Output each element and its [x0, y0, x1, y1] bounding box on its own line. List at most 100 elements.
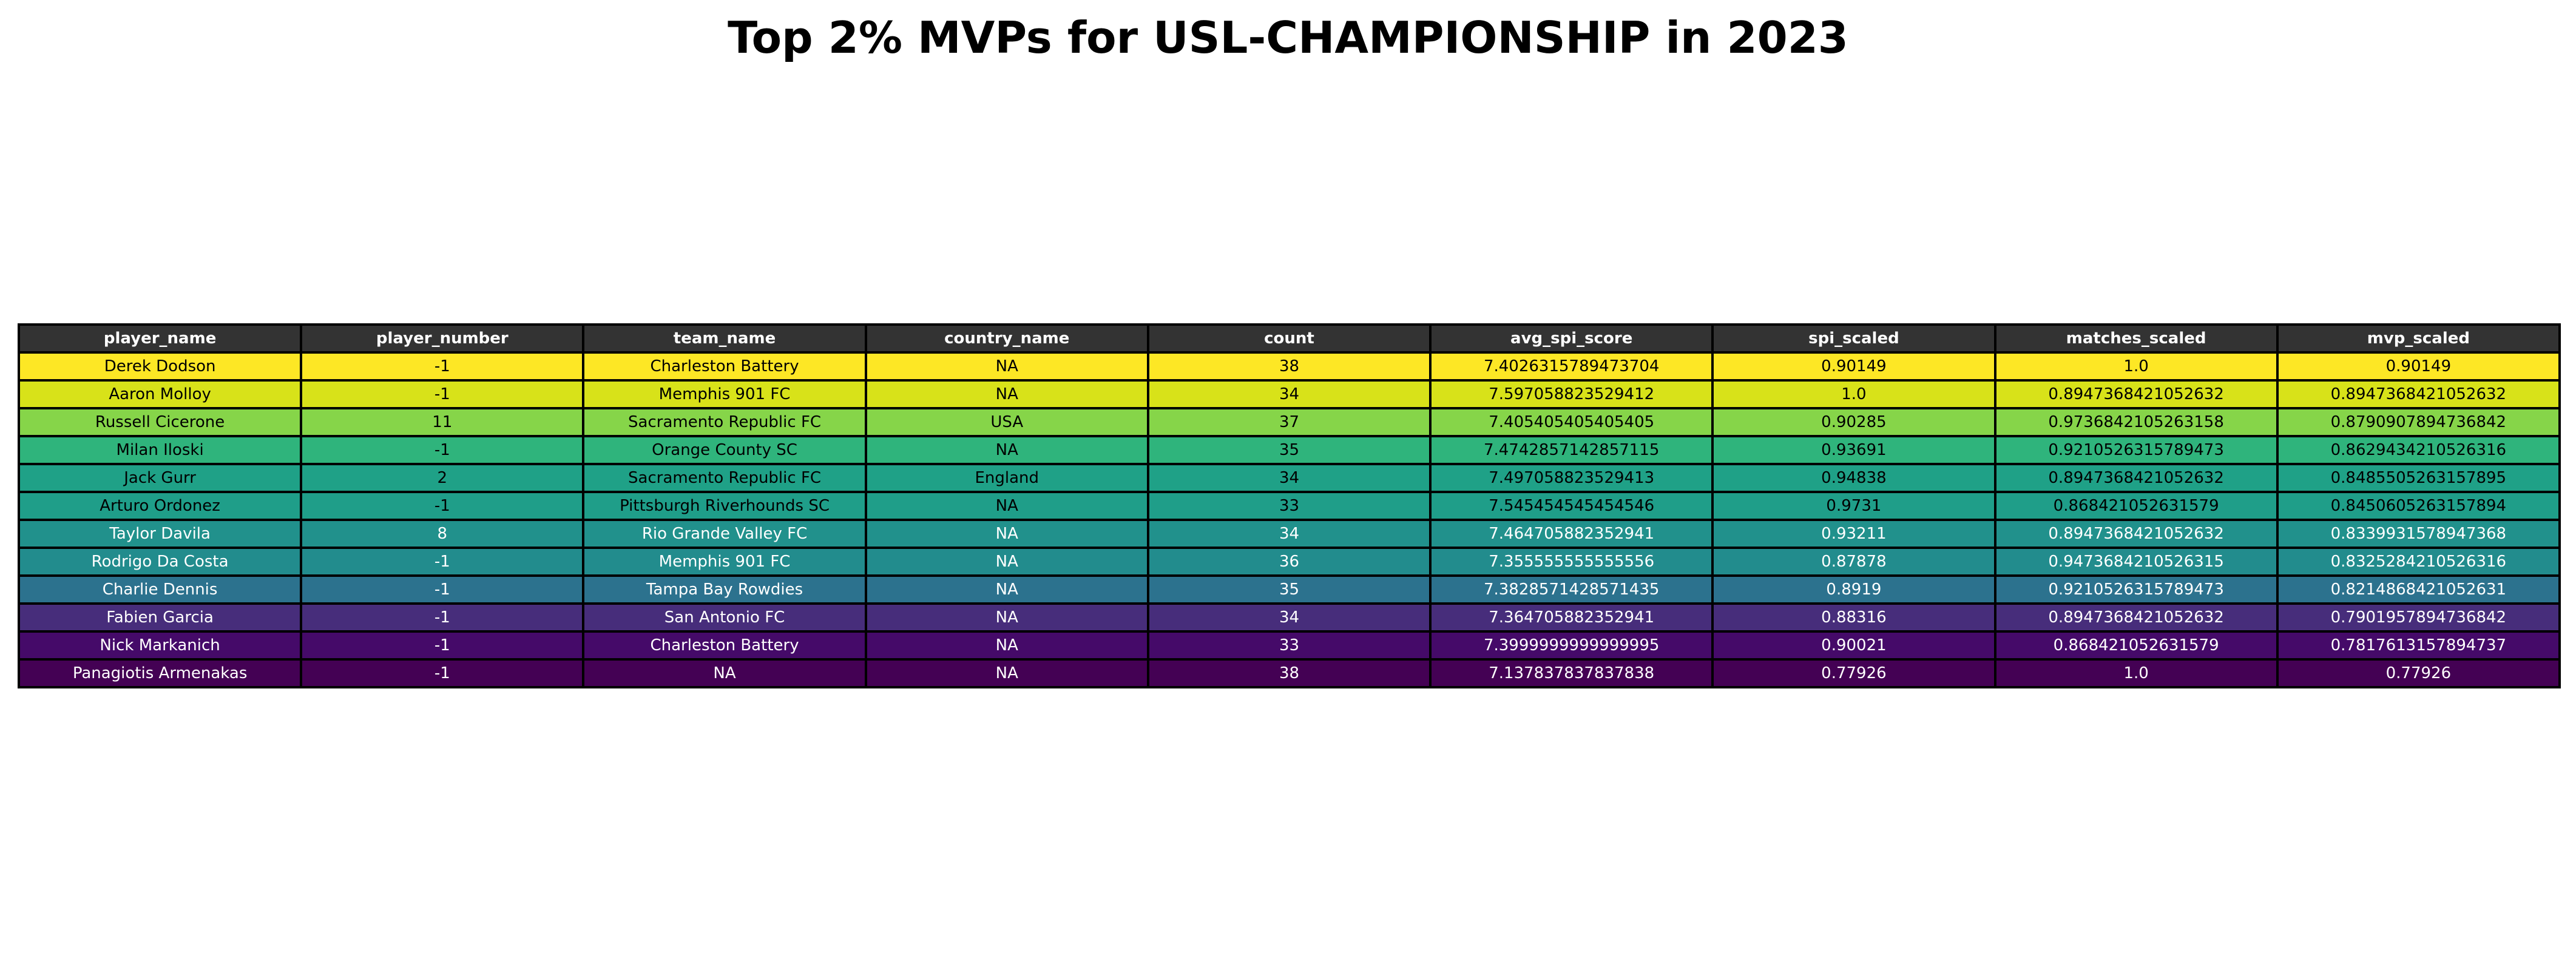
table-cell-matches-scaled: 0.9210526315789473: [1993, 435, 2279, 465]
table-cell-avg-spi-score: 7.545454545454546: [1429, 491, 1714, 521]
table-cell-matches-scaled: 0.9736842105263158: [1993, 407, 2279, 437]
table-cell-avg-spi-score: 7.464705882352941: [1429, 519, 1714, 549]
table-cell-spi-scaled: 0.94838: [1711, 463, 1996, 493]
table-cell-player-name: Milan Iloski: [17, 435, 303, 465]
table-cell-country-name: NA: [864, 630, 1149, 661]
table-row: Arturo Ordonez -1 Pittsburgh Riverhounds S…: [17, 491, 2561, 521]
table-cell-team-name: Memphis 901 FC: [582, 379, 867, 409]
table-cell-country-name: NA: [864, 491, 1149, 521]
table-cell-spi-scaled: 0.90285: [1711, 407, 1996, 437]
column-header-country-name: country_name: [864, 323, 1149, 354]
table-cell-spi-scaled: 0.87878: [1711, 547, 1996, 577]
table-cell-matches-scaled: 0.868421052631579: [1993, 630, 2279, 661]
table-cell-player-number: 11: [300, 407, 585, 437]
table-cell-avg-spi-score: 7.137837837837838: [1429, 658, 1714, 688]
table-row: Derek Dodson -1 Charleston Battery NA 38 7.40…: [17, 351, 2561, 382]
table-cell-player-number: -1: [300, 491, 585, 521]
table-cell-mvp-scaled: 0.8947368421052632: [2276, 379, 2561, 409]
table-cell-avg-spi-score: 7.597058823529412: [1429, 379, 1714, 409]
table-cell-team-name: San Antonio FC: [582, 602, 867, 633]
table-cell-player-name: Arturo Ordonez: [17, 491, 303, 521]
table-cell-count: 37: [1146, 407, 1432, 437]
table-cell-matches-scaled: 0.8947368421052632: [1993, 463, 2279, 493]
table-cell-spi-scaled: 0.88316: [1711, 602, 1996, 633]
table-cell-mvp-scaled: 0.8325284210526316: [2276, 547, 2561, 577]
table-cell-count: 33: [1146, 630, 1432, 661]
table-cell-avg-spi-score: 7.364705882352941: [1429, 602, 1714, 633]
column-header-player-number: player_number: [300, 323, 585, 354]
table-cell-mvp-scaled: 0.77926: [2276, 658, 2561, 688]
table-cell-count: 34: [1146, 379, 1432, 409]
table-cell-team-name: NA: [582, 658, 867, 688]
table-cell-avg-spi-score: 7.405405405405405: [1429, 407, 1714, 437]
chart-title: Top 2% MVPs for USL-CHAMPIONSHIP in 2023: [728, 12, 1848, 63]
header-row: player_name player_number team_name country…: [17, 323, 2561, 354]
mvp-table: player_name player_number team_name country…: [17, 323, 2561, 688]
table-cell-matches-scaled: 0.9473684210526315: [1993, 547, 2279, 577]
table-cell-mvp-scaled: 0.8485505263157895: [2276, 463, 2561, 493]
table-cell-player-name: Rodrigo Da Costa: [17, 547, 303, 577]
table-row: Taylor Davila 8 Rio Grande Valley FC NA 34 7.…: [17, 519, 2561, 549]
table-cell-count: 34: [1146, 602, 1432, 633]
table-header: player_name player_number team_name country…: [17, 323, 2561, 354]
table-row: Aaron Molloy -1 Memphis 901 FC NA 34 7.597058…: [17, 379, 2561, 409]
table-cell-country-name: NA: [864, 435, 1149, 465]
table-row: Milan Iloski -1 Orange County SC NA 35 7.4742…: [17, 435, 2561, 465]
table-cell-avg-spi-score: 7.4742857142857115: [1429, 435, 1714, 465]
table-cell-player-number: -1: [300, 658, 585, 688]
table-cell-spi-scaled: 0.8919: [1711, 574, 1996, 605]
table-cell-player-number: -1: [300, 574, 585, 605]
table-row: Rodrigo Da Costa -1 Memphis 901 FC NA 36 7.35…: [17, 547, 2561, 577]
column-header-player-name: player_name: [17, 323, 303, 354]
table-row: Nick Markanich -1 Charleston Battery NA 33 7.…: [17, 630, 2561, 661]
table-cell-matches-scaled: 1.0: [1993, 351, 2279, 382]
table-row: Jack Gurr 2 Sacramento Republic FC England 3…: [17, 463, 2561, 493]
table-cell-avg-spi-score: 7.3999999999999995: [1429, 630, 1714, 661]
table-cell-player-name: Derek Dodson: [17, 351, 303, 382]
table-cell-avg-spi-score: 7.4026315789473704: [1429, 351, 1714, 382]
table-body: Derek Dodson -1 Charleston Battery NA 38 7.40…: [17, 351, 2561, 688]
table-cell-country-name: NA: [864, 574, 1149, 605]
table-row: Charlie Dennis -1 Tampa Bay Rowdies NA 35 7.3…: [17, 574, 2561, 605]
table-cell-player-name: Nick Markanich: [17, 630, 303, 661]
table-cell-player-name: Charlie Dennis: [17, 574, 303, 605]
table-cell-player-name: Jack Gurr: [17, 463, 303, 493]
table-cell-mvp-scaled: 0.90149: [2276, 351, 2561, 382]
table-cell-mvp-scaled: 0.7901957894736842: [2276, 602, 2561, 633]
table-cell-player-number: 2: [300, 463, 585, 493]
table-cell-count: 38: [1146, 351, 1432, 382]
table-cell-country-name: NA: [864, 547, 1149, 577]
table-cell-count: 38: [1146, 658, 1432, 688]
table-cell-spi-scaled: 0.77926: [1711, 658, 1996, 688]
table-cell-team-name: Orange County SC: [582, 435, 867, 465]
table-cell-player-name: Fabien Garcia: [17, 602, 303, 633]
table-cell-player-number: -1: [300, 547, 585, 577]
table-cell-country-name: NA: [864, 658, 1149, 688]
table-cell-avg-spi-score: 7.355555555555556: [1429, 547, 1714, 577]
table-cell-matches-scaled: 1.0: [1993, 658, 2279, 688]
column-header-count: count: [1146, 323, 1432, 354]
table-cell-team-name: Charleston Battery: [582, 630, 867, 661]
table-cell-player-number: -1: [300, 630, 585, 661]
table-cell-team-name: Tampa Bay Rowdies: [582, 574, 867, 605]
table-cell-country-name: NA: [864, 519, 1149, 549]
table-cell-matches-scaled: 0.9210526315789473: [1993, 574, 2279, 605]
table-cell-player-number: -1: [300, 435, 585, 465]
table-cell-matches-scaled: 0.8947368421052632: [1993, 602, 2279, 633]
table-cell-mvp-scaled: 0.8214868421052631: [2276, 574, 2561, 605]
table-cell-count: 33: [1146, 491, 1432, 521]
table-cell-player-name: Russell Cicerone: [17, 407, 303, 437]
table-cell-player-number: -1: [300, 351, 585, 382]
table-cell-mvp-scaled: 0.8339931578947368: [2276, 519, 2561, 549]
table-row: Panagiotis Armenakas -1 NA NA 38 7.1378378378…: [17, 658, 2561, 688]
table-cell-mvp-scaled: 0.8450605263157894: [2276, 491, 2561, 521]
table-cell-count: 36: [1146, 547, 1432, 577]
table-cell-country-name: NA: [864, 351, 1149, 382]
table-cell-player-name: Panagiotis Armenakas: [17, 658, 303, 688]
table-cell-spi-scaled: 0.90021: [1711, 630, 1996, 661]
table-cell-country-name: NA: [864, 379, 1149, 409]
table-cell-team-name: Charleston Battery: [582, 351, 867, 382]
table-row: Russell Cicerone 11 Sacramento Republic FC…: [17, 407, 2561, 437]
table-cell-avg-spi-score: 7.497058823529413: [1429, 463, 1714, 493]
table-cell-mvp-scaled: 0.8629434210526316: [2276, 435, 2561, 465]
